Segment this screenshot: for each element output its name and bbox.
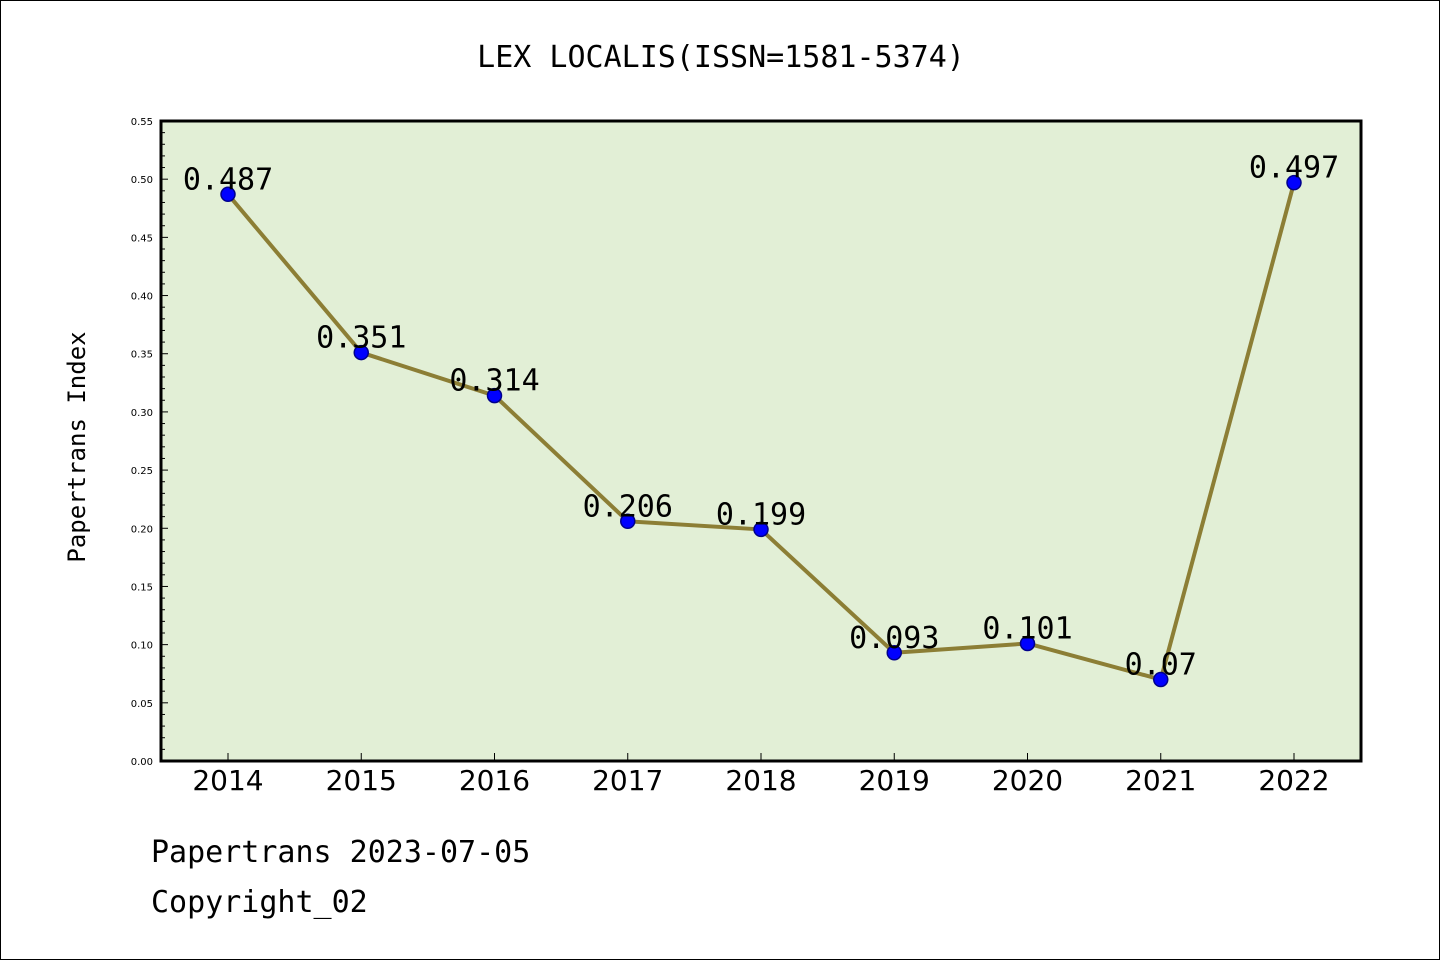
data-point (486, 387, 503, 404)
y-tick-label: 0.45 (131, 233, 153, 244)
x-tick-label: 2019 (859, 764, 930, 797)
y-axis-label: Papertrans Index (63, 331, 91, 562)
y-tick-label: 0.30 (131, 408, 153, 419)
y-tick-label: 0.40 (131, 292, 153, 303)
plot-area (161, 121, 1361, 761)
chart-title: LEX LOCALIS(ISSN=1581-5374) (477, 40, 965, 75)
plot-border (159, 119, 1363, 763)
y-tick-label: 0.25 (131, 466, 153, 477)
data-point (353, 344, 369, 361)
data-point (1019, 635, 1036, 652)
data-label: 0.101 (982, 611, 1072, 646)
data-point (753, 521, 769, 538)
data-label: 0.199 (716, 497, 806, 532)
y-tick-label: 0.55 (131, 117, 153, 128)
x-tick-label: 2015 (326, 764, 397, 797)
y-tick-label: 0.15 (131, 582, 153, 593)
data-point (220, 186, 236, 203)
y-tick-label: 0.20 (131, 524, 153, 535)
data-label: 0.497 (1249, 151, 1339, 186)
y-tick-label: 0.35 (131, 350, 153, 361)
x-tick-label: 2014 (192, 764, 263, 797)
data-markers (220, 174, 1302, 688)
data-label: 0.314 (449, 364, 539, 399)
x-axis: 2014 2015 2016 2017 2018 2019 2020 2021 2022 (192, 753, 1330, 797)
footer-date: Papertrans 2023-07-05 (151, 835, 531, 870)
data-point (620, 513, 636, 530)
x-tick-label: 2016 (459, 764, 530, 797)
y-tick-label: 0.10 (131, 641, 153, 652)
x-tick-label: 2021 (1125, 764, 1196, 797)
data-label: 0.07 (1125, 648, 1197, 683)
y-tick-label: 0.05 (131, 699, 153, 710)
y-axis: 0.00 0.05 0.10 0.15 0.20 0.25 0.30 0.35 0.40 0.45… (131, 117, 168, 768)
y-tick-label: 0.50 (131, 175, 153, 186)
footer-copyright: Copyright_02 (151, 885, 368, 920)
data-label: 0.093 (849, 621, 939, 656)
x-tick-label: 2022 (1258, 764, 1329, 797)
data-label: 0.206 (583, 489, 673, 524)
data-labels: 0.487 0.351 0.314 0.206 0.199 0.093 0.101 0.07 0… (183, 151, 1339, 683)
x-tick-label: 2018 (725, 764, 796, 797)
data-point (1153, 671, 1169, 688)
data-point (1286, 174, 1302, 191)
data-label: 0.487 (183, 162, 273, 197)
data-label: 0.351 (316, 321, 406, 356)
data-point (886, 645, 902, 661)
y-tick-label: 0.00 (131, 757, 153, 768)
x-tick-label: 2020 (992, 764, 1063, 797)
x-tick-label: 2017 (592, 764, 663, 797)
